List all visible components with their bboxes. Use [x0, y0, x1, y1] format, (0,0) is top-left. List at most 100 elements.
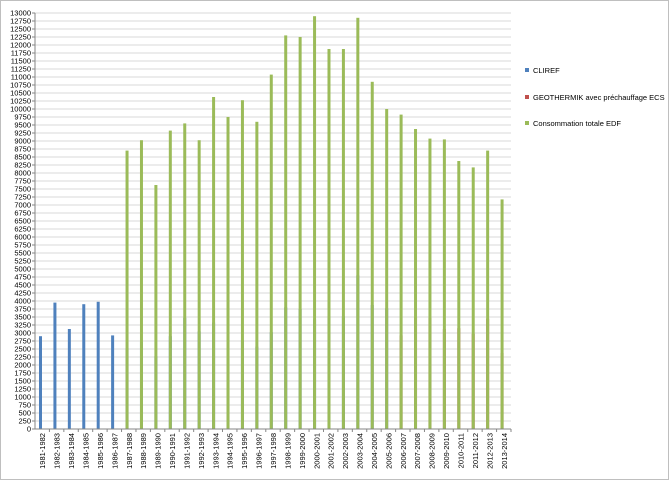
- x-tick-label: 2003-2004: [356, 433, 365, 469]
- y-tick-label: 8750: [14, 145, 31, 154]
- x-tick-label: 1993-1994: [211, 433, 220, 469]
- bar: [313, 16, 317, 429]
- bar: [240, 100, 244, 429]
- y-tick-label: 10750: [10, 81, 31, 90]
- y-tick-label: 10000: [10, 105, 31, 114]
- bar: [39, 336, 42, 429]
- legend-swatch: [525, 68, 529, 72]
- y-tick-label: 9000: [14, 137, 31, 146]
- y-tick-label: 11750: [11, 49, 31, 58]
- x-tick-label: 2012-2013: [485, 433, 494, 469]
- x-tick-label: 2013-2014: [500, 433, 509, 469]
- y-tick-label: 10250: [10, 97, 31, 106]
- y-tick-label: 8000: [14, 169, 31, 178]
- y-tick-label: 250: [18, 417, 31, 426]
- x-tick-label: 2006-2007: [399, 433, 408, 469]
- y-tick-label: 6250: [14, 225, 31, 234]
- y-tick-label: 5750: [14, 241, 31, 250]
- y-tick-label: 7500: [14, 185, 31, 194]
- bar: [442, 139, 446, 429]
- y-tick-label: 2000: [14, 361, 31, 370]
- y-tick-label: 4750: [14, 273, 31, 282]
- y-tick-label: 5500: [14, 249, 31, 258]
- x-tick-label: 1984-1985: [81, 433, 90, 469]
- x-tick-label: 1986-1987: [110, 433, 119, 469]
- bar: [226, 117, 230, 429]
- y-tick-label: 3750: [14, 305, 31, 314]
- x-tick-label: 1992-1993: [197, 433, 206, 469]
- legend-swatch: [525, 95, 529, 99]
- bar: [212, 97, 216, 429]
- y-tick-label: 10500: [10, 89, 31, 98]
- legend-label: GEOTHERMIK avec préchauffage ECS: [533, 93, 665, 102]
- x-tick-label: 1988-1989: [139, 433, 148, 469]
- x-tick-label: 1998-1999: [283, 433, 292, 469]
- bar: [414, 129, 418, 429]
- x-tick-label: 1987-1988: [125, 433, 134, 469]
- y-tick-label: 7000: [14, 201, 31, 210]
- bar: [139, 140, 143, 429]
- y-tick-label: 11500: [11, 57, 31, 66]
- x-tick-label: 2010-2011: [457, 433, 466, 468]
- x-tick-label: 1991-1992: [182, 433, 191, 469]
- y-tick-label: 12000: [10, 41, 31, 50]
- y-tick-label: 2500: [14, 345, 31, 354]
- x-tick-label: 1994-1995: [226, 433, 235, 469]
- x-tick-label: 2005-2006: [384, 433, 393, 469]
- y-tick-label: 1250: [14, 385, 31, 394]
- y-tick-label: 1500: [14, 377, 31, 386]
- bar: [125, 150, 129, 429]
- bar: [341, 49, 345, 429]
- x-tick-label: 1985-1986: [96, 433, 105, 469]
- y-tick-label: 1000: [14, 393, 31, 402]
- legend-label: Consommation totale EDF: [533, 119, 621, 128]
- legend-label: CLIREF: [533, 66, 560, 75]
- y-tick-label: 5250: [14, 257, 31, 266]
- x-tick-label: 2001-2002: [327, 433, 336, 469]
- bar: [500, 199, 504, 429]
- y-tick-label: 7250: [14, 193, 31, 202]
- bar: [356, 17, 360, 430]
- x-tick-label: 2000-2001: [312, 433, 321, 469]
- y-tick-label: 12250: [10, 33, 31, 42]
- y-tick-label: 7750: [14, 177, 31, 186]
- y-tick-label: 12750: [10, 17, 31, 26]
- y-tick-label: 9500: [14, 121, 31, 130]
- x-tick-label: 2007-2008: [413, 433, 422, 469]
- bar: [327, 49, 331, 429]
- y-tick-label: 750: [18, 401, 31, 410]
- bar: [96, 301, 100, 429]
- y-tick-label: 6750: [14, 209, 31, 218]
- y-tick-label: 13000: [10, 9, 31, 18]
- y-tick-label: 9250: [14, 129, 31, 138]
- bar: [67, 329, 71, 429]
- y-tick-label: 3000: [14, 329, 31, 338]
- bar: [269, 74, 273, 429]
- bar: [457, 161, 461, 429]
- y-tick-label: 0: [27, 425, 31, 434]
- bar: [298, 37, 302, 429]
- bar: [82, 304, 86, 429]
- x-axis-ticks: 1981-1982 1982-1983 1983-1984 1984-1985 1985…: [38, 429, 512, 469]
- bar: [53, 302, 57, 429]
- bars: [39, 16, 504, 430]
- bar: [111, 335, 115, 429]
- x-tick-label: 2011-2012: [471, 433, 480, 468]
- gridlines: [35, 12, 511, 430]
- y-tick-label: 2750: [14, 337, 31, 346]
- x-tick-label: 1981-1982: [38, 433, 47, 469]
- y-tick-label: 8500: [14, 153, 31, 162]
- y-axis-ticks: 0250500750100012501500175020002250250027…: [10, 9, 35, 434]
- y-tick-label: 1750: [14, 369, 31, 378]
- y-tick-label: 2250: [14, 353, 31, 362]
- y-tick-label: 5000: [14, 265, 31, 274]
- bar: [168, 130, 172, 429]
- x-tick-label: 1982-1983: [53, 433, 62, 469]
- x-tick-label: 1996-1997: [255, 433, 264, 469]
- bar: [428, 138, 432, 429]
- bar: [183, 123, 187, 430]
- bar: [370, 81, 374, 430]
- x-tick-label: 2002-2003: [341, 433, 350, 469]
